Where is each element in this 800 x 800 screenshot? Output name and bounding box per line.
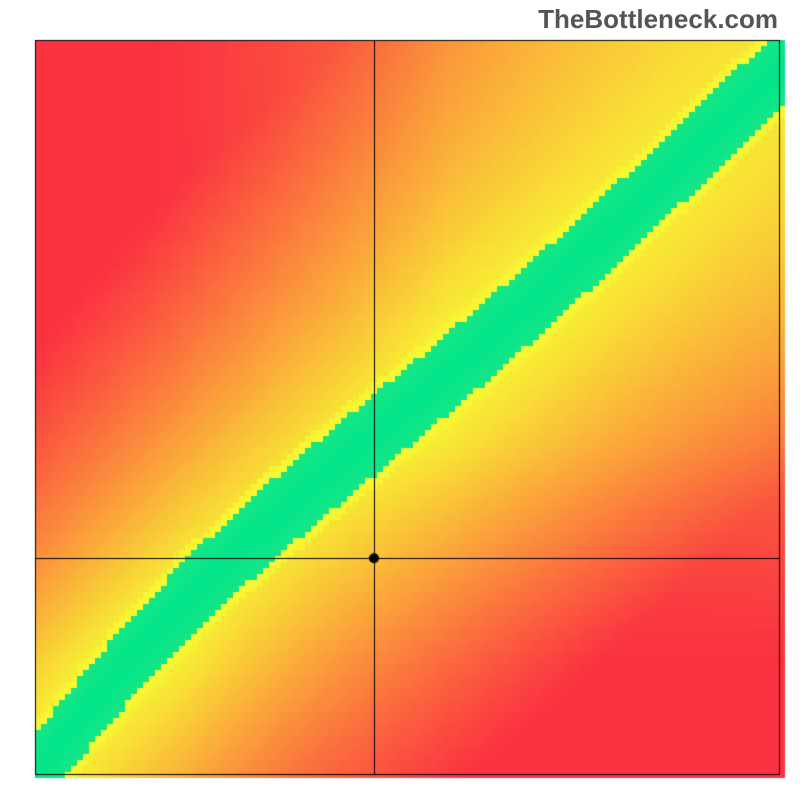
bottleneck-heatmap: [0, 0, 800, 800]
watermark-text: TheBottleneck.com: [538, 4, 778, 35]
